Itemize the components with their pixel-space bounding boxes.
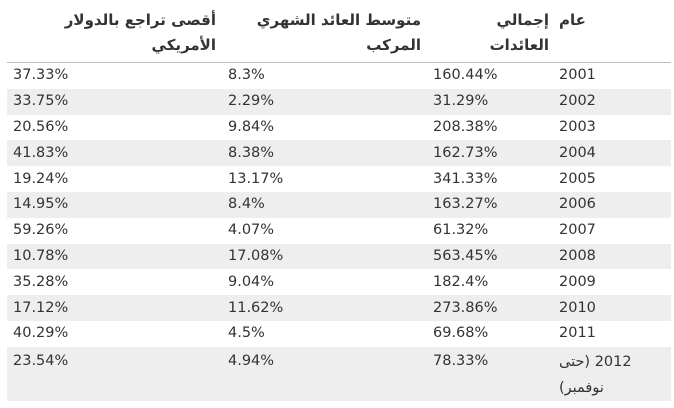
header-avg-monthly-return: متوسط العائد الشهري المركب	[222, 4, 427, 63]
table-row: 2003 208.38% 9.84% 20.56%	[7, 115, 671, 141]
cell-year: 2004	[555, 140, 671, 167]
cell-max-decline: 20.56%	[13, 118, 69, 135]
cell-total-returns: 208.38%	[433, 118, 498, 135]
header-total-returns: إجمالي العائدات	[427, 4, 555, 63]
cell-avg-monthly-return: 8.4%	[222, 191, 427, 218]
cell-max-decline: 10.78%	[7, 243, 222, 270]
cell-total-returns: 160.44%	[433, 67, 498, 84]
cell-avg-monthly-return: 13.17%	[228, 170, 284, 187]
cell-year: 2011	[559, 325, 596, 342]
annual-returns-table: عام إجمالي العائدات متوسط العائد الشهري …	[7, 4, 671, 401]
header-row: عام إجمالي العائدات متوسط العائد الشهري …	[7, 4, 671, 63]
table-row: 2006 163.27% 8.4% 14.95%	[7, 191, 671, 218]
cell-max-decline: 40.29%	[13, 325, 69, 342]
cell-max-decline: 23.54%	[7, 346, 222, 401]
table-body: 2001 160.44% 8.3% 37.33% 2002 31.29% 2.2…	[7, 63, 671, 401]
cell-year: 2001	[559, 67, 596, 84]
cell-total-returns: 182.4%	[433, 273, 489, 290]
table-row: 2002 31.29% 2.29% 33.75%	[7, 88, 671, 115]
table-row: 2001 160.44% 8.3% 37.33%	[7, 63, 671, 89]
cell-year: 2006	[555, 191, 671, 218]
cell-max-decline: 33.75%	[7, 88, 222, 115]
cell-total-returns: 61.32%	[433, 222, 489, 239]
cell-avg-monthly-return: 9.84%	[228, 118, 275, 135]
cell-year: 2007	[559, 222, 596, 239]
table-row: 2010 273.86% 11.62% 17.12%	[7, 295, 671, 321]
cell-max-decline: 35.28%	[13, 273, 69, 290]
cell-total-returns: 78.33%	[427, 346, 555, 401]
cell-total-returns: 162.73%	[427, 140, 555, 167]
cell-total-returns: 163.27%	[427, 191, 555, 218]
table-row: 2005 341.33% 13.17% 19.24%	[7, 166, 671, 192]
header-year: عام	[555, 4, 671, 63]
table-row: 2007 61.32% 4.07% 59.26%	[7, 218, 671, 244]
cell-max-decline: 41.83%	[7, 140, 222, 167]
cell-year: 2012 (حتى نوفمبر)	[555, 346, 671, 401]
cell-max-decline: 59.26%	[13, 222, 69, 239]
cell-total-returns: 341.33%	[433, 170, 498, 187]
cell-total-returns: 31.29%	[427, 88, 555, 115]
cell-avg-monthly-return: 4.5%	[228, 325, 265, 342]
cell-year: 2002	[555, 88, 671, 115]
cell-year: 2008	[555, 243, 671, 270]
cell-avg-monthly-return: 17.08%	[222, 243, 427, 270]
cell-year: 2005	[559, 170, 596, 187]
cell-avg-monthly-return: 4.07%	[228, 222, 275, 239]
cell-year: 2010	[555, 295, 671, 321]
table-row: 2011 69.68% 4.5% 40.29%	[7, 321, 671, 347]
table-row: 2004 162.73% 8.38% 41.83%	[7, 140, 671, 167]
cell-max-decline: 19.24%	[13, 170, 69, 187]
cell-total-returns: 563.45%	[427, 243, 555, 270]
cell-avg-monthly-return: 8.3%	[228, 67, 265, 84]
cell-avg-monthly-return: 8.38%	[222, 140, 427, 167]
cell-max-decline: 14.95%	[7, 191, 222, 218]
cell-year: 2003	[559, 118, 596, 135]
table-row: 2012 (حتى نوفمبر) 78.33% 4.94% 23.54%	[7, 346, 671, 401]
cell-avg-monthly-return: 2.29%	[222, 88, 427, 115]
cell-max-decline: 37.33%	[13, 67, 69, 84]
cell-avg-monthly-return: 4.94%	[222, 346, 427, 401]
table-row: 2008 563.45% 17.08% 10.78%	[7, 243, 671, 270]
table-header: عام إجمالي العائدات متوسط العائد الشهري …	[7, 4, 671, 63]
cell-year: 2009	[559, 273, 596, 290]
cell-total-returns: 273.86%	[427, 295, 555, 321]
cell-total-returns: 69.68%	[433, 325, 489, 342]
cell-max-decline: 17.12%	[7, 295, 222, 321]
table-row: 2009 182.4% 9.04% 35.28%	[7, 269, 671, 295]
header-max-decline: أقصى تراجع بالدولار الأمريكي	[7, 4, 222, 63]
cell-avg-monthly-return: 11.62%	[222, 295, 427, 321]
cell-avg-monthly-return: 9.04%	[228, 273, 275, 290]
